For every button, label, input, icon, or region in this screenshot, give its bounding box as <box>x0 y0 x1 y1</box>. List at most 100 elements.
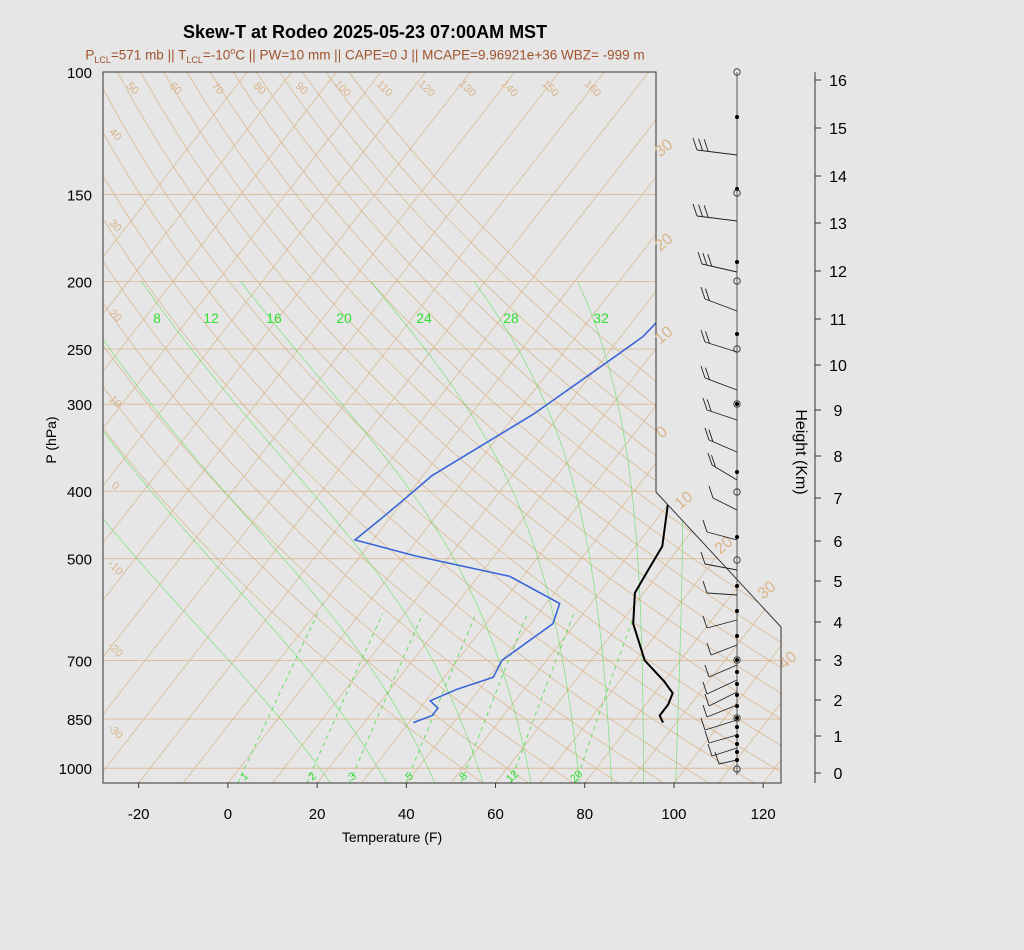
dry-adiabat-line <box>103 72 710 783</box>
wind-barb-flag <box>698 138 704 151</box>
temperature-tick-label: 80 <box>576 806 593 823</box>
wind-barb-shaft <box>704 298 738 312</box>
isotherm-line <box>718 72 781 783</box>
wind-barb-flag <box>703 139 709 152</box>
wind-barb-flag <box>702 580 708 594</box>
lcl-temperature-symbol: T <box>178 47 187 63</box>
height-tick-label: 15 <box>829 121 847 138</box>
wind-barb-flag <box>700 286 706 300</box>
isotherm-line <box>227 72 781 783</box>
dry-adiabat-line <box>117 72 781 783</box>
dry-adiabat-line <box>103 72 781 783</box>
isotherm-line <box>584 72 781 783</box>
height-tick-label: 3 <box>834 653 843 670</box>
height-tick-label: 7 <box>834 491 843 508</box>
mixing-ratio-line <box>509 613 575 783</box>
wind-level-dot <box>735 634 739 638</box>
moist-adiabat-line <box>473 281 612 783</box>
wind-level-dot <box>735 402 739 406</box>
isotherm-line <box>103 72 605 783</box>
isotherm-line <box>103 72 426 783</box>
mixing-ratio-bottom-label: 5 <box>403 770 416 783</box>
wind-barb-shaft <box>704 563 738 571</box>
dry-adiabat-label: 150 <box>540 78 561 99</box>
wind-level-dot <box>735 470 739 474</box>
wind-barb-flag <box>704 427 710 441</box>
wind-level-dot <box>735 693 739 697</box>
temperature-tick-label: 120 <box>751 806 776 823</box>
wind-barb-shaft <box>706 592 738 596</box>
temperature-tick-label: 100 <box>661 806 686 823</box>
isotherm-line <box>406 72 781 783</box>
moist-adiabat-line <box>103 281 436 783</box>
dry-adiabat-label: 60 <box>167 80 184 97</box>
isotherm-label: -30 <box>105 722 125 742</box>
wind-barb-flag <box>704 693 710 707</box>
dry-adiabat-line <box>103 72 781 783</box>
height-tick-label: 14 <box>829 169 847 186</box>
mixing-ratio-line <box>405 613 477 783</box>
moist-adiabat-line <box>240 281 532 783</box>
wind-barb-shaft <box>704 377 738 391</box>
wind-barb-flag <box>697 251 703 265</box>
isotherm-line <box>103 72 649 783</box>
moist-adiabat-line <box>141 281 484 783</box>
isotherm-label: 0 <box>109 479 122 492</box>
moist-adiabat-line <box>103 281 388 783</box>
height-tick-label: 6 <box>834 534 843 551</box>
isotherm-line <box>103 72 248 783</box>
dry-adiabat-line <box>103 72 529 783</box>
moist-adiabat-line <box>103 281 331 783</box>
lcl-pressure-symbol: P <box>85 47 95 63</box>
mixing-ratio-line <box>349 613 424 783</box>
height-tick-label: 4 <box>834 615 843 632</box>
isotherm-line <box>450 72 781 783</box>
isotherm-line <box>182 72 739 783</box>
mixing-ratio-line <box>460 613 528 783</box>
wind-barb-flag <box>702 681 708 695</box>
wind-level-dot <box>735 584 739 588</box>
pressure-tick-label: 500 <box>67 552 92 569</box>
isotherm-label-right: 30 <box>755 578 780 603</box>
wind-barb-shaft <box>704 719 738 731</box>
isotherm-line <box>103 72 382 783</box>
wind-barb-shaft <box>706 409 738 421</box>
dry-adiabat-line <box>348 72 781 783</box>
wind-barb-shaft <box>708 664 738 678</box>
dry-adiabat-line <box>232 72 781 783</box>
wind-barb-shaft <box>701 263 738 273</box>
isotherm-label: 20 <box>107 307 124 324</box>
mixing-ratio-top-label: 24 <box>416 310 432 326</box>
temperature-tick-label: 60 <box>487 806 504 823</box>
wind-barb-flag <box>705 367 710 380</box>
wind-barb-flag <box>704 730 710 744</box>
wind-barb-flag <box>692 137 698 151</box>
wind-calm-circle <box>733 68 741 76</box>
dry-adiabat-line <box>209 72 781 783</box>
wind-barb-shaft <box>706 619 738 629</box>
mixing-ratio-line <box>306 613 383 783</box>
wind-calm-circle <box>733 488 741 496</box>
mixing-ratio-bottom-label: 1 <box>238 770 251 783</box>
dry-adiabat-label: 100 <box>332 78 353 99</box>
isotherm-label: 40 <box>107 126 124 143</box>
lcl-temperature-value: =-10 <box>202 47 231 63</box>
wind-barb-flag <box>700 329 706 343</box>
wind-barb-flag <box>708 429 714 442</box>
height-tick-label: 11 <box>830 312 847 329</box>
wind-barb-flag <box>707 254 713 267</box>
wind-barb-flag <box>700 717 706 731</box>
wind-barb-column <box>692 68 741 775</box>
wind-barb-flag <box>702 519 708 533</box>
isotherm-label: -10 <box>105 558 125 578</box>
pressure-tick-label: 200 <box>67 275 92 292</box>
height-tick-label: 9 <box>834 403 843 420</box>
height-tick-label: 12 <box>829 264 847 281</box>
dry-adiabat-line <box>140 72 781 783</box>
wind-barb-shaft <box>708 691 738 707</box>
wind-level-dot <box>735 750 739 754</box>
pressure-tick-label: 100 <box>67 65 92 82</box>
pressure-tick-label: 850 <box>67 712 92 729</box>
